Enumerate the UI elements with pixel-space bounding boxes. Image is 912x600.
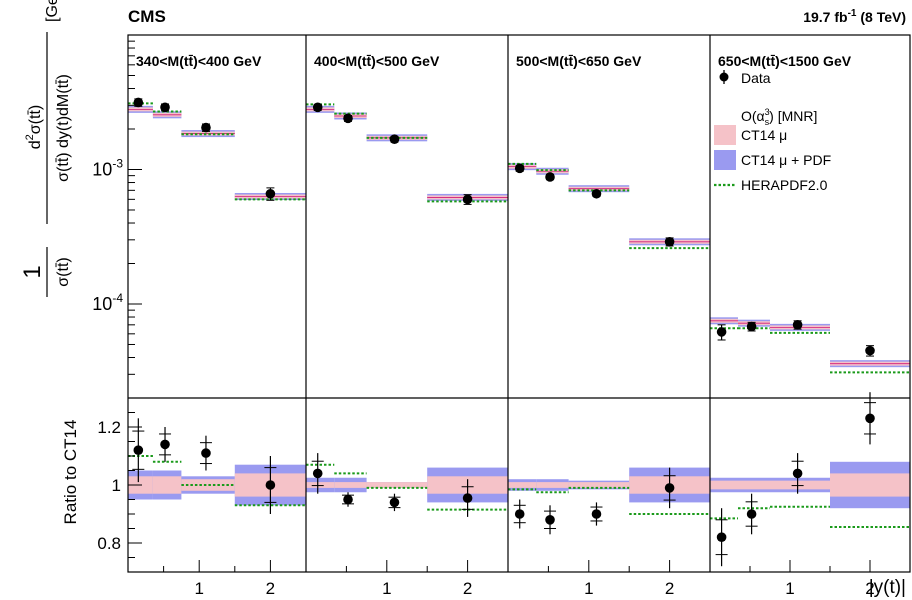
data-point-ratio bbox=[389, 497, 400, 508]
data-point-top bbox=[545, 172, 555, 182]
y-tick-label-ratio: 1.2 bbox=[97, 418, 121, 437]
ct14-mu-band-ratio bbox=[738, 480, 770, 490]
x-tick-label: 2 bbox=[266, 579, 275, 598]
data-point-top bbox=[160, 102, 170, 113]
data-point-top bbox=[201, 122, 211, 133]
data-point-ratio bbox=[462, 493, 473, 503]
svg-text:d2σ(tt̄): d2σ(tt̄) bbox=[24, 105, 44, 149]
panel-label: 400<M(tt̄)<500 GeV bbox=[314, 53, 440, 69]
legend-hera-label: HERAPDF2.0 bbox=[741, 177, 828, 193]
data-point-top bbox=[865, 345, 875, 356]
top-y-axis-title: 1 σ(tt̄) d2σ(tt̄) σ(tt̄) dy(t)dM(tt̄) [G… bbox=[19, 0, 72, 297]
svg-text:1: 1 bbox=[19, 265, 46, 278]
x-tick-label: 1 bbox=[584, 579, 593, 598]
panel-label: 650<M(tt̄)<1500 GeV bbox=[718, 53, 852, 69]
data-point-ratio bbox=[716, 532, 727, 542]
data-point-top bbox=[343, 113, 353, 124]
data-point-top bbox=[265, 188, 276, 199]
experiment-label: CMS bbox=[128, 7, 166, 26]
data-point-top bbox=[792, 320, 803, 330]
ct14-mu-band-ratio bbox=[830, 473, 910, 497]
data-point-top bbox=[514, 163, 525, 174]
data-point-ratio bbox=[545, 515, 555, 525]
data-point-top bbox=[133, 97, 144, 108]
x-axis-title: |y(t)| bbox=[869, 577, 906, 598]
data-point-top bbox=[664, 237, 675, 247]
ct14-mu-band-ratio bbox=[306, 482, 335, 488]
data-point-ratio bbox=[160, 439, 170, 450]
ct14-mu-band-ratio bbox=[334, 482, 367, 488]
ct14-mu-band-ratio bbox=[152, 476, 182, 494]
data-point-ratio bbox=[201, 448, 211, 458]
y-tick-label-ratio: 1 bbox=[112, 476, 121, 495]
data-point-ratio bbox=[514, 509, 525, 519]
ct14-mu-band-ratio bbox=[181, 479, 235, 491]
data-point-top bbox=[716, 327, 727, 337]
panel-label: 340<M(tt̄)<400 GeV bbox=[136, 53, 262, 69]
svg-text:σ(tt̄): σ(tt̄) bbox=[55, 257, 72, 286]
data-point-ratio bbox=[133, 445, 144, 456]
ct14-mu-band-ratio bbox=[366, 482, 428, 488]
ct14-mu-band-ratio bbox=[508, 482, 537, 488]
legend-ct14mu-label: CT14 μ bbox=[741, 127, 787, 143]
luminosity-label: 19.7 fb-1 (8 TeV) bbox=[803, 8, 906, 25]
data-point-ratio bbox=[343, 494, 353, 505]
legend-ct14pdf-swatch bbox=[714, 150, 736, 170]
legend-ct14pdf-label: CT14 μ + PDF bbox=[741, 152, 831, 168]
x-tick-label: 2 bbox=[463, 579, 472, 598]
legend-theory-title: O(α3 s) [MNR] bbox=[741, 107, 817, 127]
y-tick-label-top: 10-4 bbox=[92, 291, 123, 314]
ct14-mu-band-ratio bbox=[770, 480, 830, 490]
x-tick-label: 2 bbox=[865, 579, 874, 598]
data-point-ratio bbox=[591, 509, 602, 519]
data-point-ratio bbox=[792, 468, 803, 479]
x-tick-label: 1 bbox=[194, 579, 203, 598]
data-point-top bbox=[389, 134, 400, 144]
data-point-top bbox=[462, 194, 473, 205]
svg-text:σ(tt̄) dy(t)dM(tt̄): σ(tt̄) dy(t)dM(tt̄) bbox=[55, 74, 72, 182]
x-tick-label: 2 bbox=[665, 579, 674, 598]
svg-text:[GeV-1]: [GeV-1] bbox=[41, 0, 61, 22]
panel-label: 500<M(tt̄)<650 GeV bbox=[516, 53, 642, 69]
legend: Data O(α3 s) [MNR] CT14 μ CT14 μ + PDF HE… bbox=[714, 70, 831, 193]
ct14-mu-band-ratio bbox=[710, 480, 738, 490]
data-point-ratio bbox=[265, 480, 276, 490]
data-point-top bbox=[746, 321, 757, 332]
ratio-y-axis-title: Ratio to CT14 bbox=[61, 420, 80, 525]
data-point-top bbox=[591, 188, 602, 199]
legend-data-label: Data bbox=[741, 70, 771, 86]
data-point-ratio bbox=[746, 509, 757, 519]
data-point-ratio bbox=[664, 483, 675, 493]
ct14-mu-band-ratio bbox=[536, 482, 569, 488]
y-tick-label-top: 10-3 bbox=[92, 156, 123, 179]
legend-ct14mu-swatch bbox=[714, 125, 736, 145]
ct14-mu-band-ratio bbox=[568, 482, 630, 488]
x-tick-label: 1 bbox=[785, 579, 794, 598]
data-point-ratio bbox=[312, 468, 323, 479]
data-point-ratio bbox=[865, 413, 875, 424]
legend-data-marker bbox=[719, 72, 729, 82]
data-point-top bbox=[312, 102, 323, 113]
x-tick-label: 1 bbox=[382, 579, 391, 598]
y-tick-label-ratio: 0.8 bbox=[97, 534, 121, 553]
